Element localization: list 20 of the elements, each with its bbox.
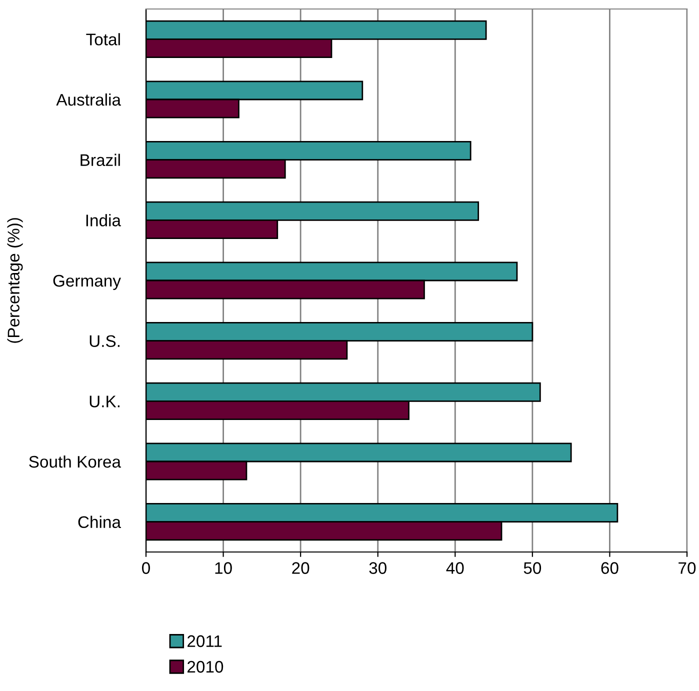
y-tick-label: Australia xyxy=(56,93,121,106)
y-tick-label: U.K. xyxy=(90,396,120,408)
y-tick-label: Total xyxy=(86,33,120,46)
y-tick-label: U.S. xyxy=(90,335,120,348)
x-tick-label: 70 xyxy=(678,562,696,574)
y-tick-label: India xyxy=(86,214,121,226)
y-tick-label: Brazil xyxy=(80,154,120,166)
y-tick-label: China xyxy=(78,516,121,528)
x-tick-label: 0 xyxy=(142,562,150,574)
x-tick-label: 50 xyxy=(524,562,542,574)
x-tick-label: 30 xyxy=(369,562,386,574)
x-tick-label: 10 xyxy=(215,562,232,574)
y-tick-label: South Korea xyxy=(29,455,122,468)
x-tick-label: 20 xyxy=(292,562,310,574)
legend-label: 2010 xyxy=(188,660,224,673)
y-axis-title: (Percentage (%)) xyxy=(7,218,23,343)
x-tick-label: 40 xyxy=(446,562,464,574)
legend-label: 2011 xyxy=(188,635,222,648)
x-tick-label: 60 xyxy=(601,562,618,574)
y-tick-label: Germany xyxy=(53,274,121,290)
